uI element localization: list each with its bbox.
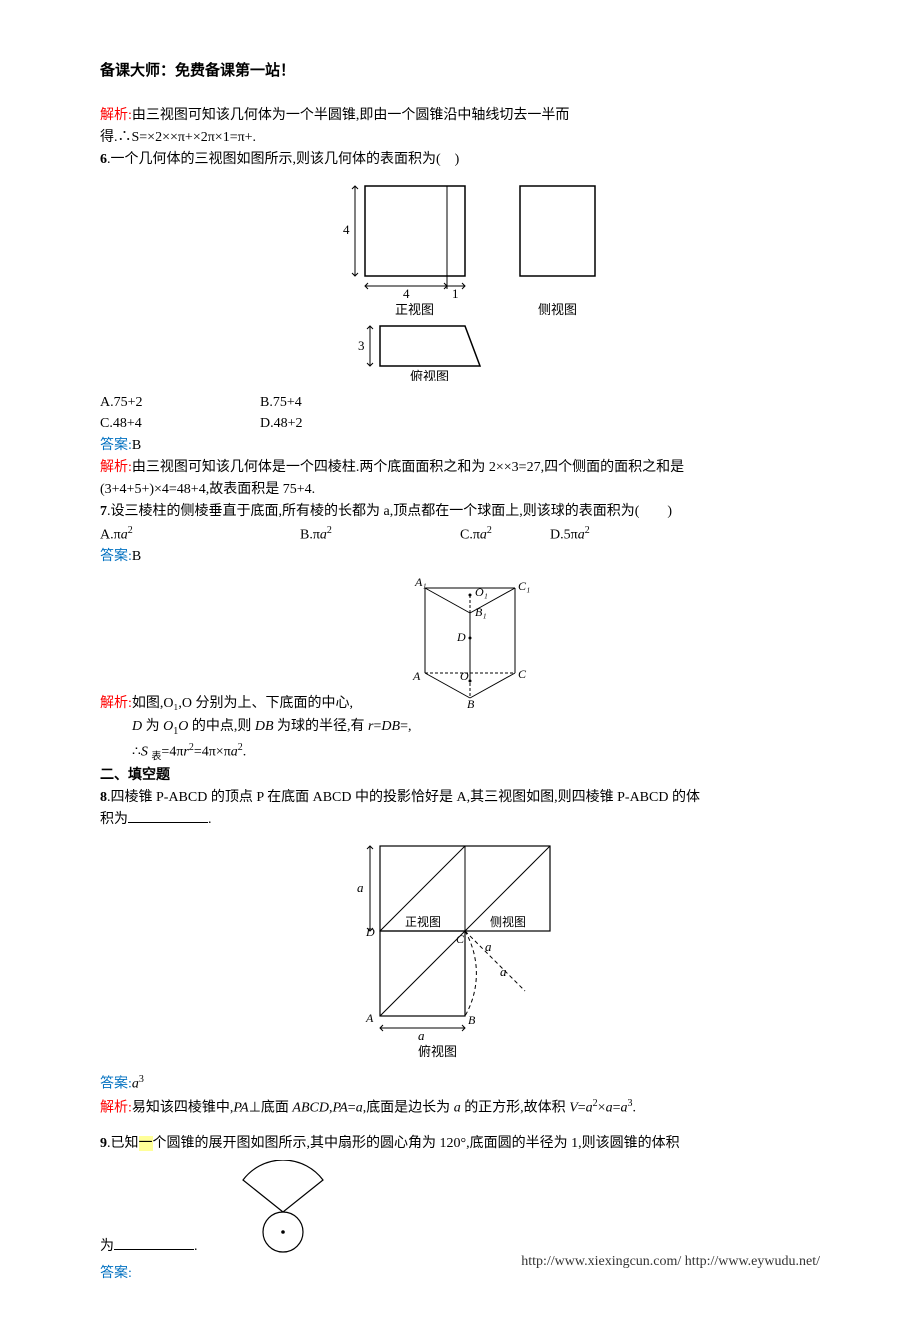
svg-text:4: 4 bbox=[403, 286, 410, 301]
svg-text:A: A bbox=[412, 669, 421, 683]
svg-text:C₁: C₁ bbox=[518, 579, 530, 593]
q8-stem: 8.四棱锥 P-ABCD 的顶点 P 在底面 ABCD 中的投影恰好是 A,其三… bbox=[100, 787, 820, 808]
q7-explanation: 解析:如图,O₁,O 分别为上、下底面的中心, bbox=[100, 693, 405, 714]
q7-text: .设三棱柱的侧棱垂直于底面,所有棱的长都为 a,顶点都在一个球面上,则该球的表面… bbox=[107, 504, 672, 519]
svg-text:a: a bbox=[357, 880, 364, 895]
svg-text:B₁: B₁ bbox=[475, 605, 487, 619]
svg-text:D: D bbox=[456, 630, 466, 644]
svg-text:B: B bbox=[468, 1013, 476, 1027]
q7-expl-l3: ∴S 表=4πr2=4π×πa2. bbox=[100, 740, 820, 764]
q7-number: 7 bbox=[100, 504, 107, 519]
label-answer: 答案: bbox=[100, 1077, 132, 1092]
blank bbox=[114, 1236, 194, 1250]
svg-text:正视图: 正视图 bbox=[395, 302, 434, 317]
q6-number: 6 bbox=[100, 152, 107, 167]
q8-text: .四棱锥 P-ABCD 的顶点 P 在底面 ABCD 中的投影恰好是 A,其三视… bbox=[107, 790, 700, 805]
q7-optA: A.πa2 bbox=[100, 523, 300, 546]
svg-text:正视图: 正视图 bbox=[405, 914, 441, 929]
label-explanation: 解析: bbox=[100, 460, 132, 475]
svg-text:a: a bbox=[418, 1028, 425, 1043]
q7-expl-l2: D 为 O1O 的中点,则 DB 为球的半径,有 r=DB=, bbox=[100, 716, 820, 739]
q7-stem: 7.设三棱柱的侧棱垂直于底面,所有棱的长都为 a,顶点都在一个球面上,则该球的表… bbox=[100, 501, 820, 522]
svg-text:1: 1 bbox=[452, 286, 459, 301]
section-2-title: 二、填空题 bbox=[100, 765, 820, 786]
svg-text:A: A bbox=[365, 1011, 374, 1025]
q8-answer: 答案:a3 bbox=[100, 1072, 820, 1095]
q6-ans-value: B bbox=[132, 438, 141, 453]
q7-optD: D.5πa2 bbox=[550, 523, 590, 546]
page-header: 备课大师：免费备课第一站！ bbox=[100, 60, 820, 83]
svg-text:侧视图: 侧视图 bbox=[538, 302, 577, 317]
label-answer: 答案: bbox=[100, 438, 132, 453]
q6-answer: 答案:B bbox=[100, 435, 820, 456]
q7-optC: C.πa2 bbox=[460, 523, 550, 546]
q8-number: 8 bbox=[100, 790, 107, 805]
blank bbox=[128, 809, 208, 823]
q6-optD: D.48+2 bbox=[260, 413, 420, 434]
q6-figure: 4 4 1 正视图 侧视图 3 俯视图 bbox=[100, 176, 820, 388]
q6-options-row1: A.75+2 B.75+4 bbox=[100, 392, 820, 413]
svg-text:a: a bbox=[500, 964, 507, 979]
svg-text:D: D bbox=[365, 925, 375, 939]
q7-options: A.πa2 B.πa2 C.πa2 D.5πa2 bbox=[100, 523, 820, 546]
svg-text:O₁: O₁ bbox=[475, 585, 488, 599]
svg-text:3: 3 bbox=[358, 338, 365, 353]
q6-options-row2: C.48+4 D.48+2 bbox=[100, 413, 820, 434]
q6-optB: B.75+4 bbox=[260, 392, 420, 413]
q8-stem2: 积为. bbox=[100, 809, 820, 830]
svg-text:C: C bbox=[518, 667, 527, 681]
label-answer: 答案: bbox=[100, 549, 132, 564]
label-explanation: 解析: bbox=[100, 1101, 132, 1116]
q6-optA: A.75+2 bbox=[100, 392, 260, 413]
svg-text:B: B bbox=[467, 697, 475, 708]
q7-ans-value: B bbox=[132, 549, 141, 564]
q9-number: 9 bbox=[100, 1136, 107, 1151]
q9-figure bbox=[228, 1160, 338, 1262]
q5-expl-text2: 得.∴S=×2××π+×2π×1=π+. bbox=[100, 127, 820, 148]
svg-text:O: O bbox=[460, 669, 469, 683]
q5-explanation: 解析:由三视图可知该几何体为一个半圆锥,即由一个圆锥沿中轴线切去一半而 bbox=[100, 105, 820, 126]
q6-expl-l1: 由三视图可知该几何体是一个四棱柱.两个底面面积之和为 2××3=27,四个侧面的… bbox=[132, 460, 684, 475]
q8-explanation: 解析:易知该四棱锥中,PA⊥底面 ABCD,PA=a,底面是边长为 a 的正方形… bbox=[100, 1096, 820, 1119]
q7-figure: A₁ C₁ O₁ B₁ D A O C B bbox=[405, 568, 545, 715]
q7-expl-l1: 如图,O₁,O 分别为上、下底面的中心, bbox=[132, 696, 353, 711]
q9-stem: 9.已知一个圆锥的展开图如图所示,其中扇形的圆心角为 120°,底面圆的半径为 … bbox=[100, 1133, 820, 1154]
page-footer: http://www.xiexingcun.com/ http://www.ey… bbox=[0, 1251, 920, 1272]
q7-answer: 答案:B bbox=[100, 546, 820, 567]
q6-stem: 6.一个几何体的三视图如图所示,则该几何体的表面积为( ) bbox=[100, 149, 820, 170]
svg-text:俯视图: 俯视图 bbox=[418, 1044, 457, 1059]
q8-text2: 积为 bbox=[100, 812, 128, 827]
q6-explanation: 解析:由三视图可知该几何体是一个四棱柱.两个底面面积之和为 2××3=27,四个… bbox=[100, 457, 820, 478]
q6-expl-l2: (3+4+5+)×4=48+4,故表面积是 75+4. bbox=[100, 479, 820, 500]
q8-figure: a 正视图 侧视图 D C A B a a a 俯视图 bbox=[100, 836, 820, 1068]
q6-text: .一个几何体的三视图如图所示,则该几何体的表面积为( ) bbox=[107, 152, 459, 167]
q6-optC: C.48+4 bbox=[100, 413, 260, 434]
q5-expl-text1: 由三视图可知该几何体为一个半圆锥,即由一个圆锥沿中轴线切去一半而 bbox=[132, 108, 570, 123]
svg-text:a: a bbox=[485, 939, 492, 954]
svg-text:4: 4 bbox=[343, 222, 350, 237]
q7-optB: B.πa2 bbox=[300, 523, 460, 546]
label-explanation: 解析: bbox=[100, 108, 132, 123]
svg-text:俯视图: 俯视图 bbox=[410, 369, 449, 381]
label-explanation: 解析: bbox=[100, 696, 132, 711]
svg-text:侧视图: 侧视图 bbox=[490, 914, 526, 929]
svg-text:A₁: A₁ bbox=[414, 575, 427, 589]
